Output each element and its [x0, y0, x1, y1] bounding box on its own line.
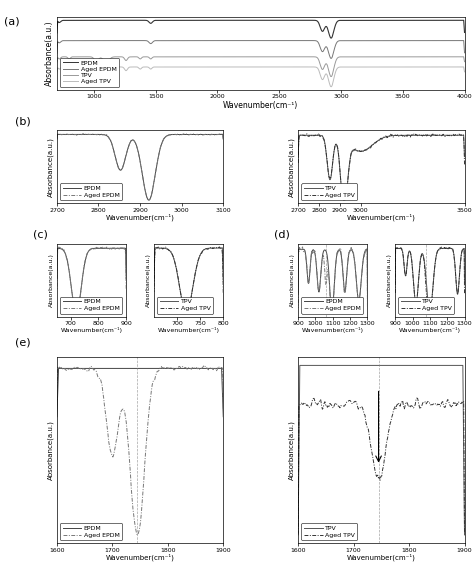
X-axis label: Wavenumber(cm⁻¹): Wavenumber(cm⁻¹) [223, 101, 298, 110]
Y-axis label: Absorbance(a.u.): Absorbance(a.u.) [387, 253, 392, 307]
Legend: EPDM, Aged EPDM, TPV, Aged TPV: EPDM, Aged EPDM, TPV, Aged TPV [60, 58, 119, 87]
Legend: EPDM, Aged EPDM: EPDM, Aged EPDM [60, 297, 122, 314]
Legend: TPV, Aged TPV: TPV, Aged TPV [157, 297, 213, 314]
Text: (c): (c) [33, 230, 47, 240]
X-axis label: Wavenumber(cm⁻¹): Wavenumber(cm⁻¹) [157, 327, 219, 333]
Text: (a): (a) [4, 17, 19, 27]
X-axis label: Wavenumber(cm⁻¹): Wavenumber(cm⁻¹) [106, 554, 174, 561]
Legend: EPDM, Aged EPDM: EPDM, Aged EPDM [60, 523, 122, 540]
X-axis label: Wavenumber(cm⁻¹): Wavenumber(cm⁻¹) [106, 214, 174, 221]
X-axis label: Wavenumber(cm⁻¹): Wavenumber(cm⁻¹) [347, 214, 416, 221]
Legend: TPV, Aged TPV: TPV, Aged TPV [301, 523, 357, 540]
Y-axis label: Absorbance(a.u.): Absorbance(a.u.) [49, 253, 54, 307]
Y-axis label: Absorbance(a.u.): Absorbance(a.u.) [289, 420, 295, 480]
Y-axis label: Absorbance(a.u.): Absorbance(a.u.) [291, 253, 295, 307]
X-axis label: Wavenumber(cm⁻¹): Wavenumber(cm⁻¹) [61, 327, 123, 333]
X-axis label: Wavenumber(cm⁻¹): Wavenumber(cm⁻¹) [399, 327, 461, 333]
Text: (b): (b) [15, 117, 31, 127]
X-axis label: Wavenumber(cm⁻¹): Wavenumber(cm⁻¹) [347, 554, 416, 561]
Text: (e): (e) [15, 337, 31, 348]
Y-axis label: Absorbance(a.u.): Absorbance(a.u.) [47, 137, 54, 197]
X-axis label: Wavenumber(cm⁻¹): Wavenumber(cm⁻¹) [302, 327, 364, 333]
Y-axis label: Absorbance(a.u.): Absorbance(a.u.) [289, 137, 295, 197]
Legend: TPV, Aged TPV: TPV, Aged TPV [398, 297, 455, 314]
Text: (d): (d) [274, 230, 290, 240]
Y-axis label: Absorbance(a.u.): Absorbance(a.u.) [146, 253, 151, 307]
Y-axis label: Absorbance(a.u.): Absorbance(a.u.) [47, 420, 54, 480]
Legend: EPDM, Aged EPDM: EPDM, Aged EPDM [301, 297, 364, 314]
Y-axis label: Absorbance(a.u.): Absorbance(a.u.) [45, 21, 54, 87]
Legend: TPV, Aged TPV: TPV, Aged TPV [301, 183, 357, 200]
Legend: EPDM, Aged EPDM: EPDM, Aged EPDM [60, 183, 122, 200]
